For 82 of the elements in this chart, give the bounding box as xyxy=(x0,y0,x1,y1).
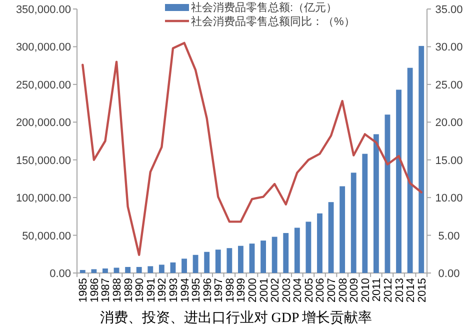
x-tick-label: 2003 xyxy=(280,278,293,302)
y2-tick-label: 10.00 xyxy=(435,192,463,205)
y-tick-label: 300,000.00 xyxy=(16,42,71,54)
bar xyxy=(373,134,379,273)
bar xyxy=(125,266,131,273)
bar xyxy=(102,268,108,273)
y2-tick-label: 20.00 xyxy=(435,117,463,130)
legend-label: 社会消费品零售总额:（亿元） xyxy=(191,1,338,14)
bar xyxy=(91,269,97,273)
bar xyxy=(192,254,198,273)
bar xyxy=(249,244,255,273)
y2-tick-label: 25.00 xyxy=(435,79,463,92)
line-series xyxy=(82,42,422,256)
bar xyxy=(260,240,266,273)
y2-tick-label: 15.00 xyxy=(435,154,463,167)
y-tick-label: 50,000.00 xyxy=(22,230,71,242)
x-tick-label: 1985 xyxy=(78,278,90,302)
bar xyxy=(350,172,356,273)
x-tick-label: 1998 xyxy=(224,278,236,302)
y2-tick-label: 5.00 xyxy=(438,230,460,242)
bar xyxy=(158,264,164,273)
bar xyxy=(340,186,346,273)
y-tick-label: 150,000.00 xyxy=(16,154,71,167)
bar xyxy=(407,68,413,273)
x-tick-label: 1996 xyxy=(202,278,214,302)
x-tick-label: 1992 xyxy=(156,278,169,302)
bar xyxy=(384,114,390,273)
x-tick-label: 2005 xyxy=(303,278,316,302)
bar xyxy=(204,252,210,273)
x-tick-label: 2002 xyxy=(270,278,282,302)
bar xyxy=(226,248,232,273)
y-tick-label: 200,000.00 xyxy=(16,117,71,130)
bar xyxy=(317,213,322,273)
x-tick-label: 2015 xyxy=(416,278,428,302)
bar xyxy=(148,266,154,273)
legend-label: 社会消费品零售总额同比：（%） xyxy=(191,15,355,28)
bar xyxy=(170,262,176,273)
x-tick-label: 2012 xyxy=(382,278,394,302)
bar xyxy=(182,258,187,273)
x-tick-label: 1986 xyxy=(88,278,101,302)
bar xyxy=(362,154,368,273)
bar xyxy=(114,268,120,273)
x-tick-label: 1993 xyxy=(168,278,180,302)
y2-tick-label: 35.00 xyxy=(435,4,463,16)
y-tick-label: 0.00 xyxy=(50,268,71,280)
x-tick-label: 1988 xyxy=(112,278,124,302)
y2-tick-label: 0.00 xyxy=(438,268,460,280)
x-tick-label: 2014 xyxy=(405,278,418,302)
bar xyxy=(238,246,244,273)
bar xyxy=(283,233,289,273)
x-tick-label: 1987 xyxy=(100,278,112,302)
y-tick-label: 350,000.00 xyxy=(16,4,71,16)
bar xyxy=(215,250,221,273)
x-tick-label: 2001 xyxy=(258,278,270,302)
bar xyxy=(306,222,312,273)
x-tick-label: 1989 xyxy=(122,278,135,302)
x-tick-label: 1997 xyxy=(213,278,226,302)
x-tick-label: 1994 xyxy=(179,278,192,302)
bar xyxy=(396,90,402,273)
x-tick-label: 1995 xyxy=(190,278,203,302)
x-tick-label: 2010 xyxy=(360,278,372,302)
x-tick-label: 2006 xyxy=(314,278,327,302)
x-tick-label: 2000 xyxy=(247,278,259,302)
text: 消费、投资、进出口行业对 GDP 增长贡献率 xyxy=(100,310,372,326)
y2-tick-label: 30.00 xyxy=(435,42,463,54)
x-tick-label: 1990 xyxy=(134,278,146,302)
bar xyxy=(328,202,334,273)
bar xyxy=(294,228,300,273)
x-tick-label: 2011 xyxy=(371,278,384,302)
x-tick-label: 2013 xyxy=(394,278,406,302)
bar xyxy=(136,266,142,273)
x-tick-label: 2007 xyxy=(326,278,338,302)
bar xyxy=(80,270,86,273)
y-tick-label: 100,000.00 xyxy=(16,192,71,205)
x-tick-label: 2004 xyxy=(292,278,304,302)
bar xyxy=(418,46,424,273)
y-tick-label: 250,000.00 xyxy=(16,79,71,92)
x-tick-label: 2009 xyxy=(348,278,361,302)
x-tick-label: 1999 xyxy=(236,278,248,302)
bar xyxy=(272,236,278,273)
x-tick-label: 2008 xyxy=(337,278,350,302)
x-tick-label: 1991 xyxy=(145,278,158,302)
